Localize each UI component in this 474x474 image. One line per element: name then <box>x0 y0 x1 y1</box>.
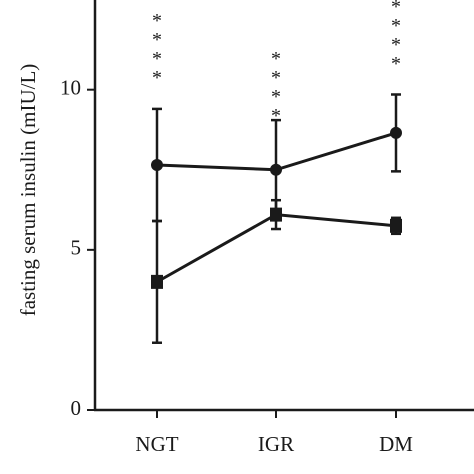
significance-annotation: * * * * <box>391 0 401 75</box>
data-point <box>270 207 282 222</box>
y-tick-label: 5 <box>71 236 82 260</box>
y-tick-label: 10 <box>60 76 81 100</box>
y-tick-label: 0 <box>71 396 82 420</box>
significance-annotation: * * * * <box>271 48 281 127</box>
data-point <box>390 126 402 139</box>
x-tick-label: DM <box>379 432 413 456</box>
data-point <box>151 274 163 289</box>
data-point <box>390 218 402 233</box>
x-tick-label: NGT <box>135 432 178 456</box>
significance-annotation: * * * * <box>152 10 162 89</box>
data-point <box>270 163 282 176</box>
x-tick-label: IGR <box>258 432 294 456</box>
y-axis-label: fasting serum insulin (mIU/L) <box>16 64 40 317</box>
data-point <box>151 158 163 171</box>
